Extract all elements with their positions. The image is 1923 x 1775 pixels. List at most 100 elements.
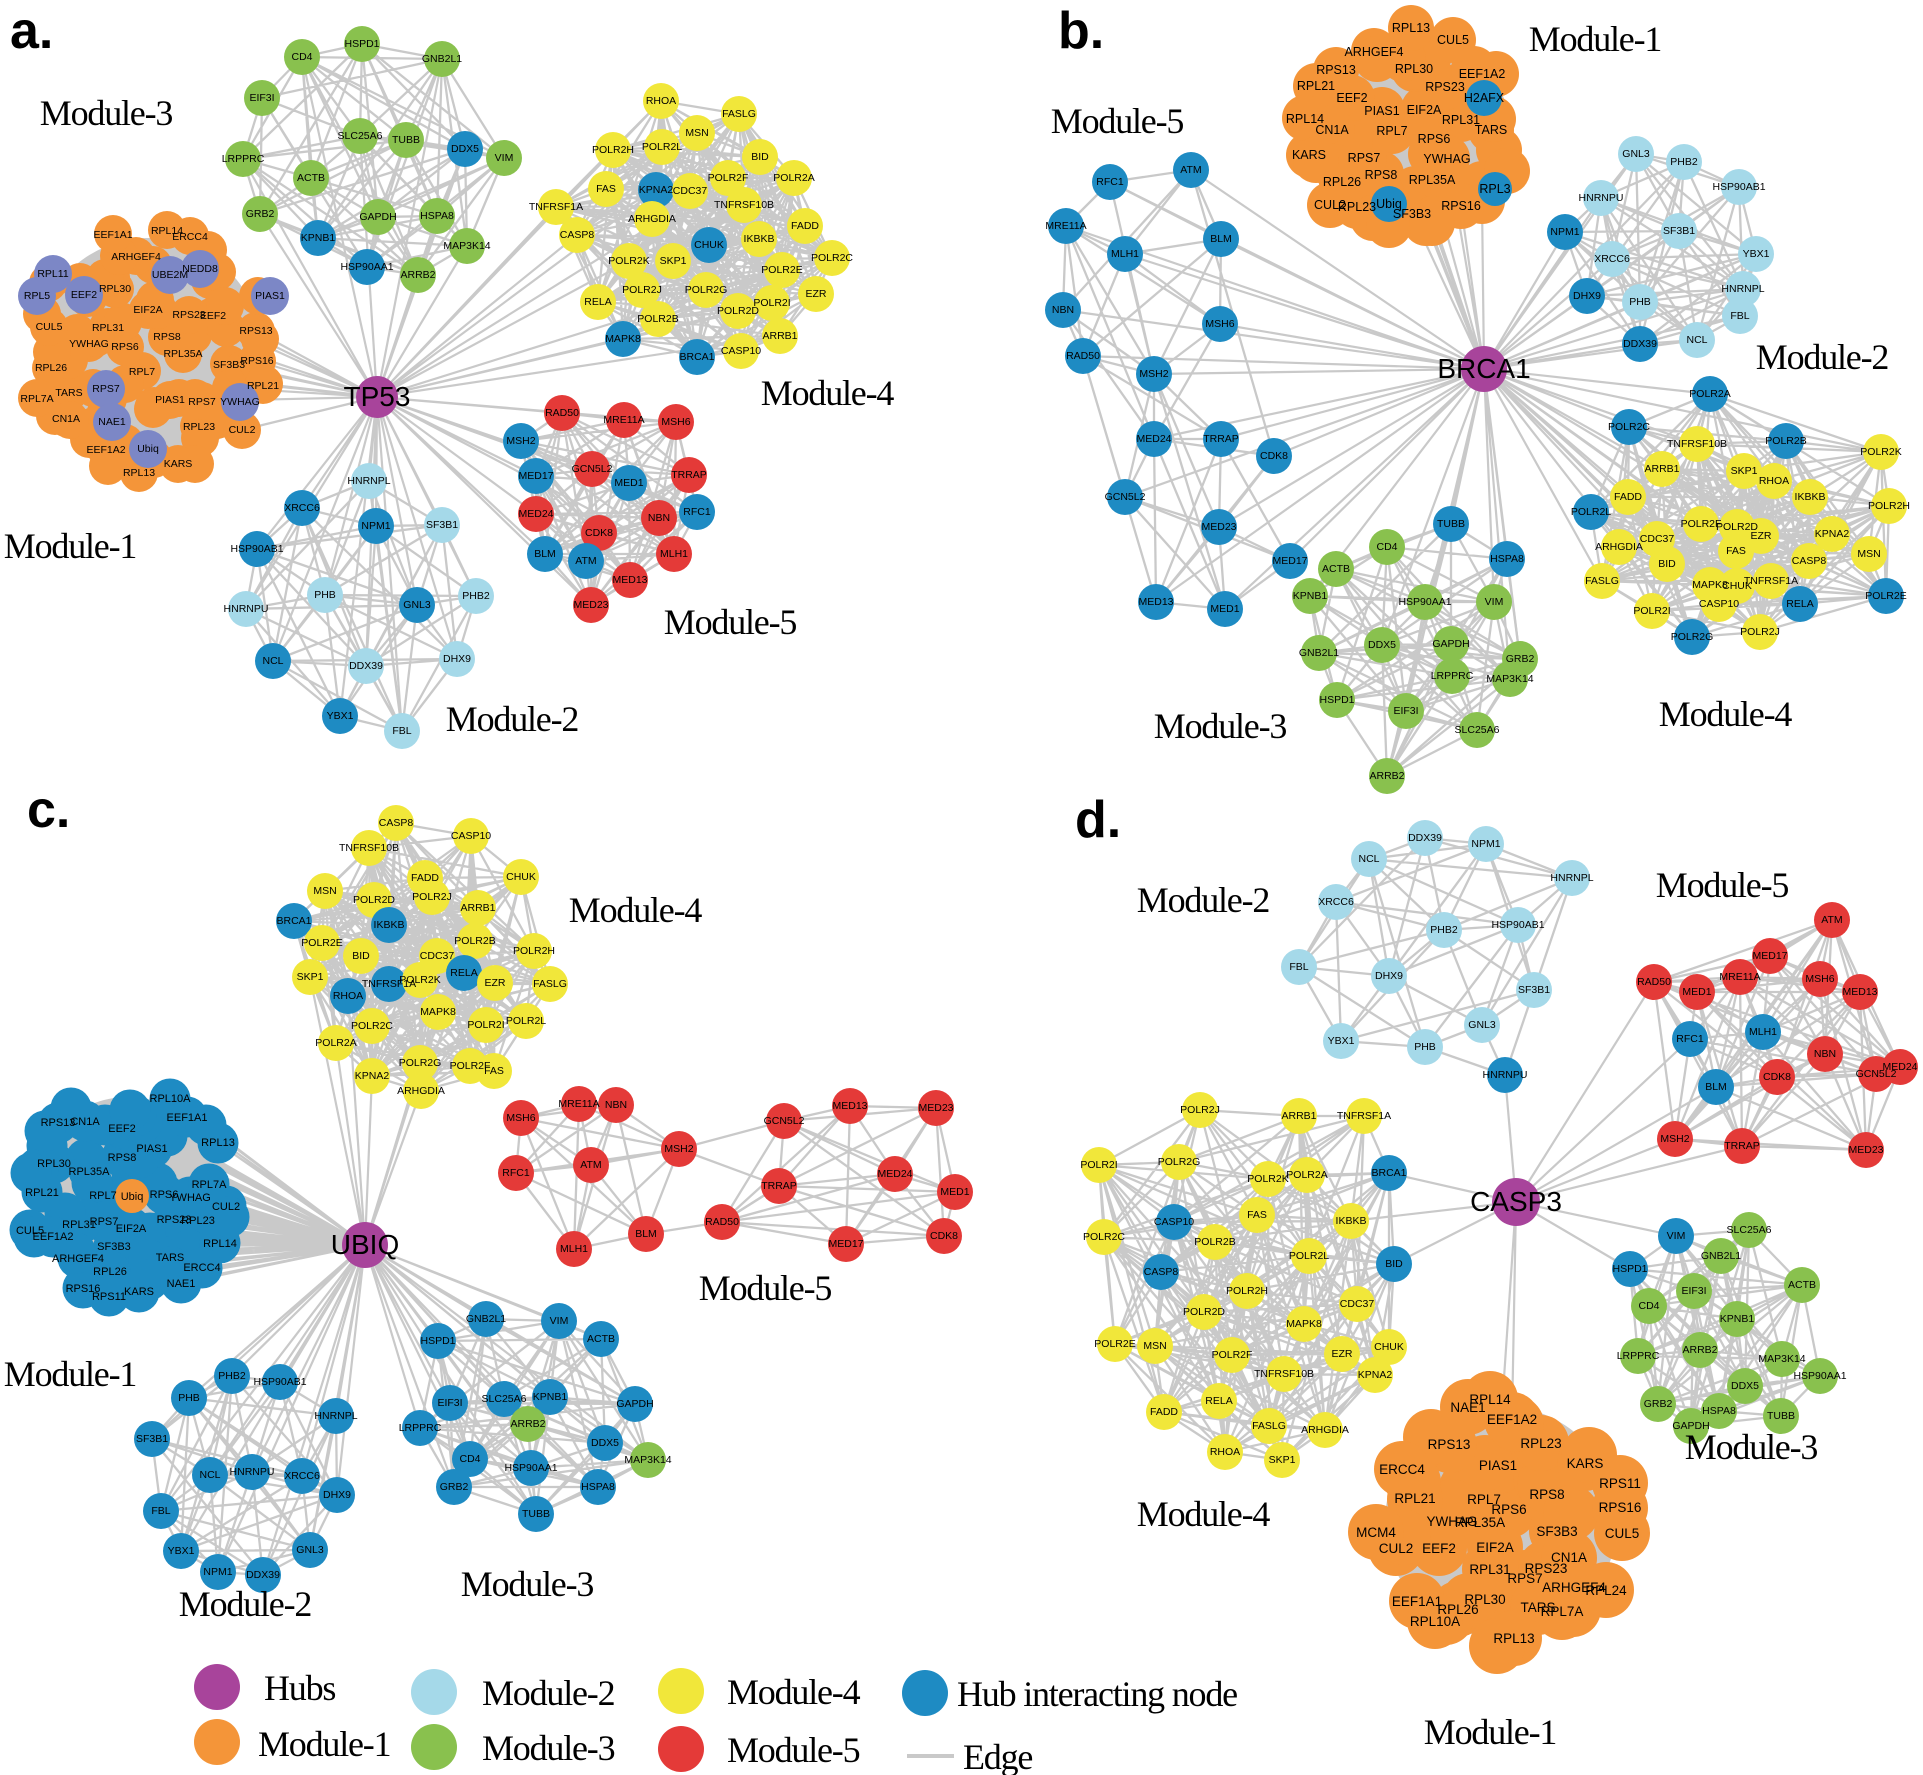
svg-text:RPL13: RPL13 xyxy=(201,1137,235,1149)
svg-text:RPL30: RPL30 xyxy=(99,283,131,295)
svg-text:IKBKB: IKBKB xyxy=(374,919,405,931)
svg-text:EIF2A: EIF2A xyxy=(1407,103,1442,117)
svg-text:GNB2L1: GNB2L1 xyxy=(466,1313,506,1325)
svg-text:NAE1: NAE1 xyxy=(167,1278,196,1290)
svg-text:EEF1A2: EEF1A2 xyxy=(33,1231,74,1243)
svg-text:CDK8: CDK8 xyxy=(1260,450,1288,462)
svg-text:RPL31: RPL31 xyxy=(1442,113,1480,127)
svg-text:RPL23: RPL23 xyxy=(1520,1436,1561,1451)
svg-text:DDX5: DDX5 xyxy=(591,1437,619,1449)
svg-text:RFC1: RFC1 xyxy=(1096,176,1124,188)
svg-text:CHUK: CHUK xyxy=(1374,1341,1404,1353)
svg-text:VIM: VIM xyxy=(550,1315,569,1327)
svg-text:YWHAG: YWHAG xyxy=(69,338,109,350)
svg-text:GNL3: GNL3 xyxy=(296,1544,324,1556)
svg-text:GRB2: GRB2 xyxy=(440,1481,469,1493)
svg-text:Module-5: Module-5 xyxy=(1656,865,1789,905)
svg-text:RPL14: RPL14 xyxy=(151,225,183,237)
svg-text:POLR2I: POLR2I xyxy=(753,297,790,309)
svg-text:POLR2G: POLR2G xyxy=(1158,1156,1201,1168)
svg-text:PIAS1: PIAS1 xyxy=(1479,1458,1517,1473)
svg-text:EEF1A2: EEF1A2 xyxy=(86,444,125,456)
svg-text:GAPDH: GAPDH xyxy=(359,211,396,223)
svg-text:HSPD1: HSPD1 xyxy=(344,38,379,50)
svg-text:BLM: BLM xyxy=(1705,1081,1727,1093)
svg-text:NBN: NBN xyxy=(1052,304,1074,316)
svg-text:FASLG: FASLG xyxy=(533,978,567,990)
svg-text:MED17: MED17 xyxy=(828,1238,863,1250)
svg-text:CUL5: CUL5 xyxy=(16,1225,44,1237)
svg-text:RFC1: RFC1 xyxy=(1676,1033,1704,1045)
svg-text:SF3B1: SF3B1 xyxy=(1663,225,1695,237)
svg-text:HNRNPL: HNRNPL xyxy=(347,475,390,487)
svg-text:RPL7A: RPL7A xyxy=(20,393,53,405)
svg-text:HSPD1: HSPD1 xyxy=(1319,694,1354,706)
svg-text:CDC37: CDC37 xyxy=(1340,1298,1375,1310)
svg-text:GAPDH: GAPDH xyxy=(1432,638,1469,650)
svg-text:MED1: MED1 xyxy=(614,477,643,489)
svg-text:CASP10: CASP10 xyxy=(721,345,761,357)
svg-text:EZR: EZR xyxy=(1751,530,1772,542)
svg-text:EEF2: EEF2 xyxy=(108,1123,136,1135)
svg-text:RPL23: RPL23 xyxy=(181,1215,215,1227)
svg-text:Module-4: Module-4 xyxy=(1659,694,1793,734)
svg-text:BID: BID xyxy=(751,151,769,163)
svg-text:RPL10A: RPL10A xyxy=(150,1093,192,1105)
svg-text:POLR2A: POLR2A xyxy=(773,172,814,184)
svg-text:GNL3: GNL3 xyxy=(1622,148,1650,160)
svg-text:MSH6: MSH6 xyxy=(1805,973,1834,985)
svg-text:SF3B3: SF3B3 xyxy=(1536,1524,1577,1539)
svg-text:POLR2D: POLR2D xyxy=(717,305,759,317)
svg-text:GRB2: GRB2 xyxy=(1506,653,1535,665)
svg-text:RPS8: RPS8 xyxy=(1529,1487,1564,1502)
svg-text:RPS16: RPS16 xyxy=(66,1283,101,1295)
svg-text:RHOA: RHOA xyxy=(1210,1446,1240,1458)
svg-text:SKP1: SKP1 xyxy=(1269,1454,1296,1466)
svg-text:Module-3: Module-3 xyxy=(40,93,173,133)
svg-text:POLR2H: POLR2H xyxy=(1868,500,1910,512)
svg-text:MED1: MED1 xyxy=(1210,603,1239,615)
svg-text:POLR2D: POLR2D xyxy=(353,894,395,906)
svg-text:ERCC4: ERCC4 xyxy=(1379,1462,1425,1477)
svg-text:HSP90AB1: HSP90AB1 xyxy=(1712,181,1765,193)
svg-text:TNFRSF10B: TNFRSF10B xyxy=(1254,1368,1314,1380)
svg-text:POLR2E: POLR2E xyxy=(301,937,342,949)
svg-text:CHUK: CHUK xyxy=(1722,580,1752,592)
svg-text:Module-3: Module-3 xyxy=(1685,1427,1818,1467)
svg-text:SLC25A6: SLC25A6 xyxy=(482,1393,527,1405)
svg-text:BID: BID xyxy=(1385,1258,1403,1270)
svg-text:RPS23: RPS23 xyxy=(157,1214,192,1226)
svg-text:GCN5L2: GCN5L2 xyxy=(1856,1068,1897,1080)
svg-text:Ubiq: Ubiq xyxy=(121,1191,144,1203)
svg-text:PHB2: PHB2 xyxy=(1430,924,1458,936)
svg-text:CASP8: CASP8 xyxy=(379,817,414,829)
svg-text:ARRB1: ARRB1 xyxy=(1644,463,1679,475)
svg-text:POLR2B: POLR2B xyxy=(454,935,495,947)
svg-text:MLH1: MLH1 xyxy=(660,548,688,560)
svg-text:ACTB: ACTB xyxy=(1322,563,1350,575)
svg-text:SF3B1: SF3B1 xyxy=(1518,984,1550,996)
svg-text:TARS: TARS xyxy=(1520,1600,1555,1615)
svg-text:SLC25A6: SLC25A6 xyxy=(338,130,383,142)
svg-text:DDX39: DDX39 xyxy=(246,1569,280,1581)
svg-text:RPS16: RPS16 xyxy=(1441,199,1481,213)
svg-text:MSH2: MSH2 xyxy=(664,1143,693,1155)
svg-text:MAP3K14: MAP3K14 xyxy=(624,1454,671,1466)
svg-text:GRB2: GRB2 xyxy=(246,208,275,220)
svg-text:KARS: KARS xyxy=(1292,148,1326,162)
svg-text:POLR2B: POLR2B xyxy=(1765,435,1806,447)
svg-text:POLR2C: POLR2C xyxy=(351,1020,393,1032)
svg-text:RPS16: RPS16 xyxy=(240,355,273,367)
svg-text:DHX9: DHX9 xyxy=(1573,290,1601,302)
svg-text:GCN5L2: GCN5L2 xyxy=(764,1115,805,1127)
svg-text:CASP10: CASP10 xyxy=(451,830,491,842)
svg-text:FADD: FADD xyxy=(791,220,819,232)
svg-text:RPL35A: RPL35A xyxy=(69,1166,111,1178)
svg-text:ATM: ATM xyxy=(1180,164,1201,176)
svg-text:CUL5: CUL5 xyxy=(1605,1526,1640,1541)
svg-text:HSPA8: HSPA8 xyxy=(1490,553,1524,565)
svg-text:KARS: KARS xyxy=(124,1286,154,1298)
svg-text:MED1: MED1 xyxy=(940,1186,969,1198)
svg-text:POLR2D: POLR2D xyxy=(1716,521,1758,533)
svg-text:CUL2: CUL2 xyxy=(229,424,256,436)
